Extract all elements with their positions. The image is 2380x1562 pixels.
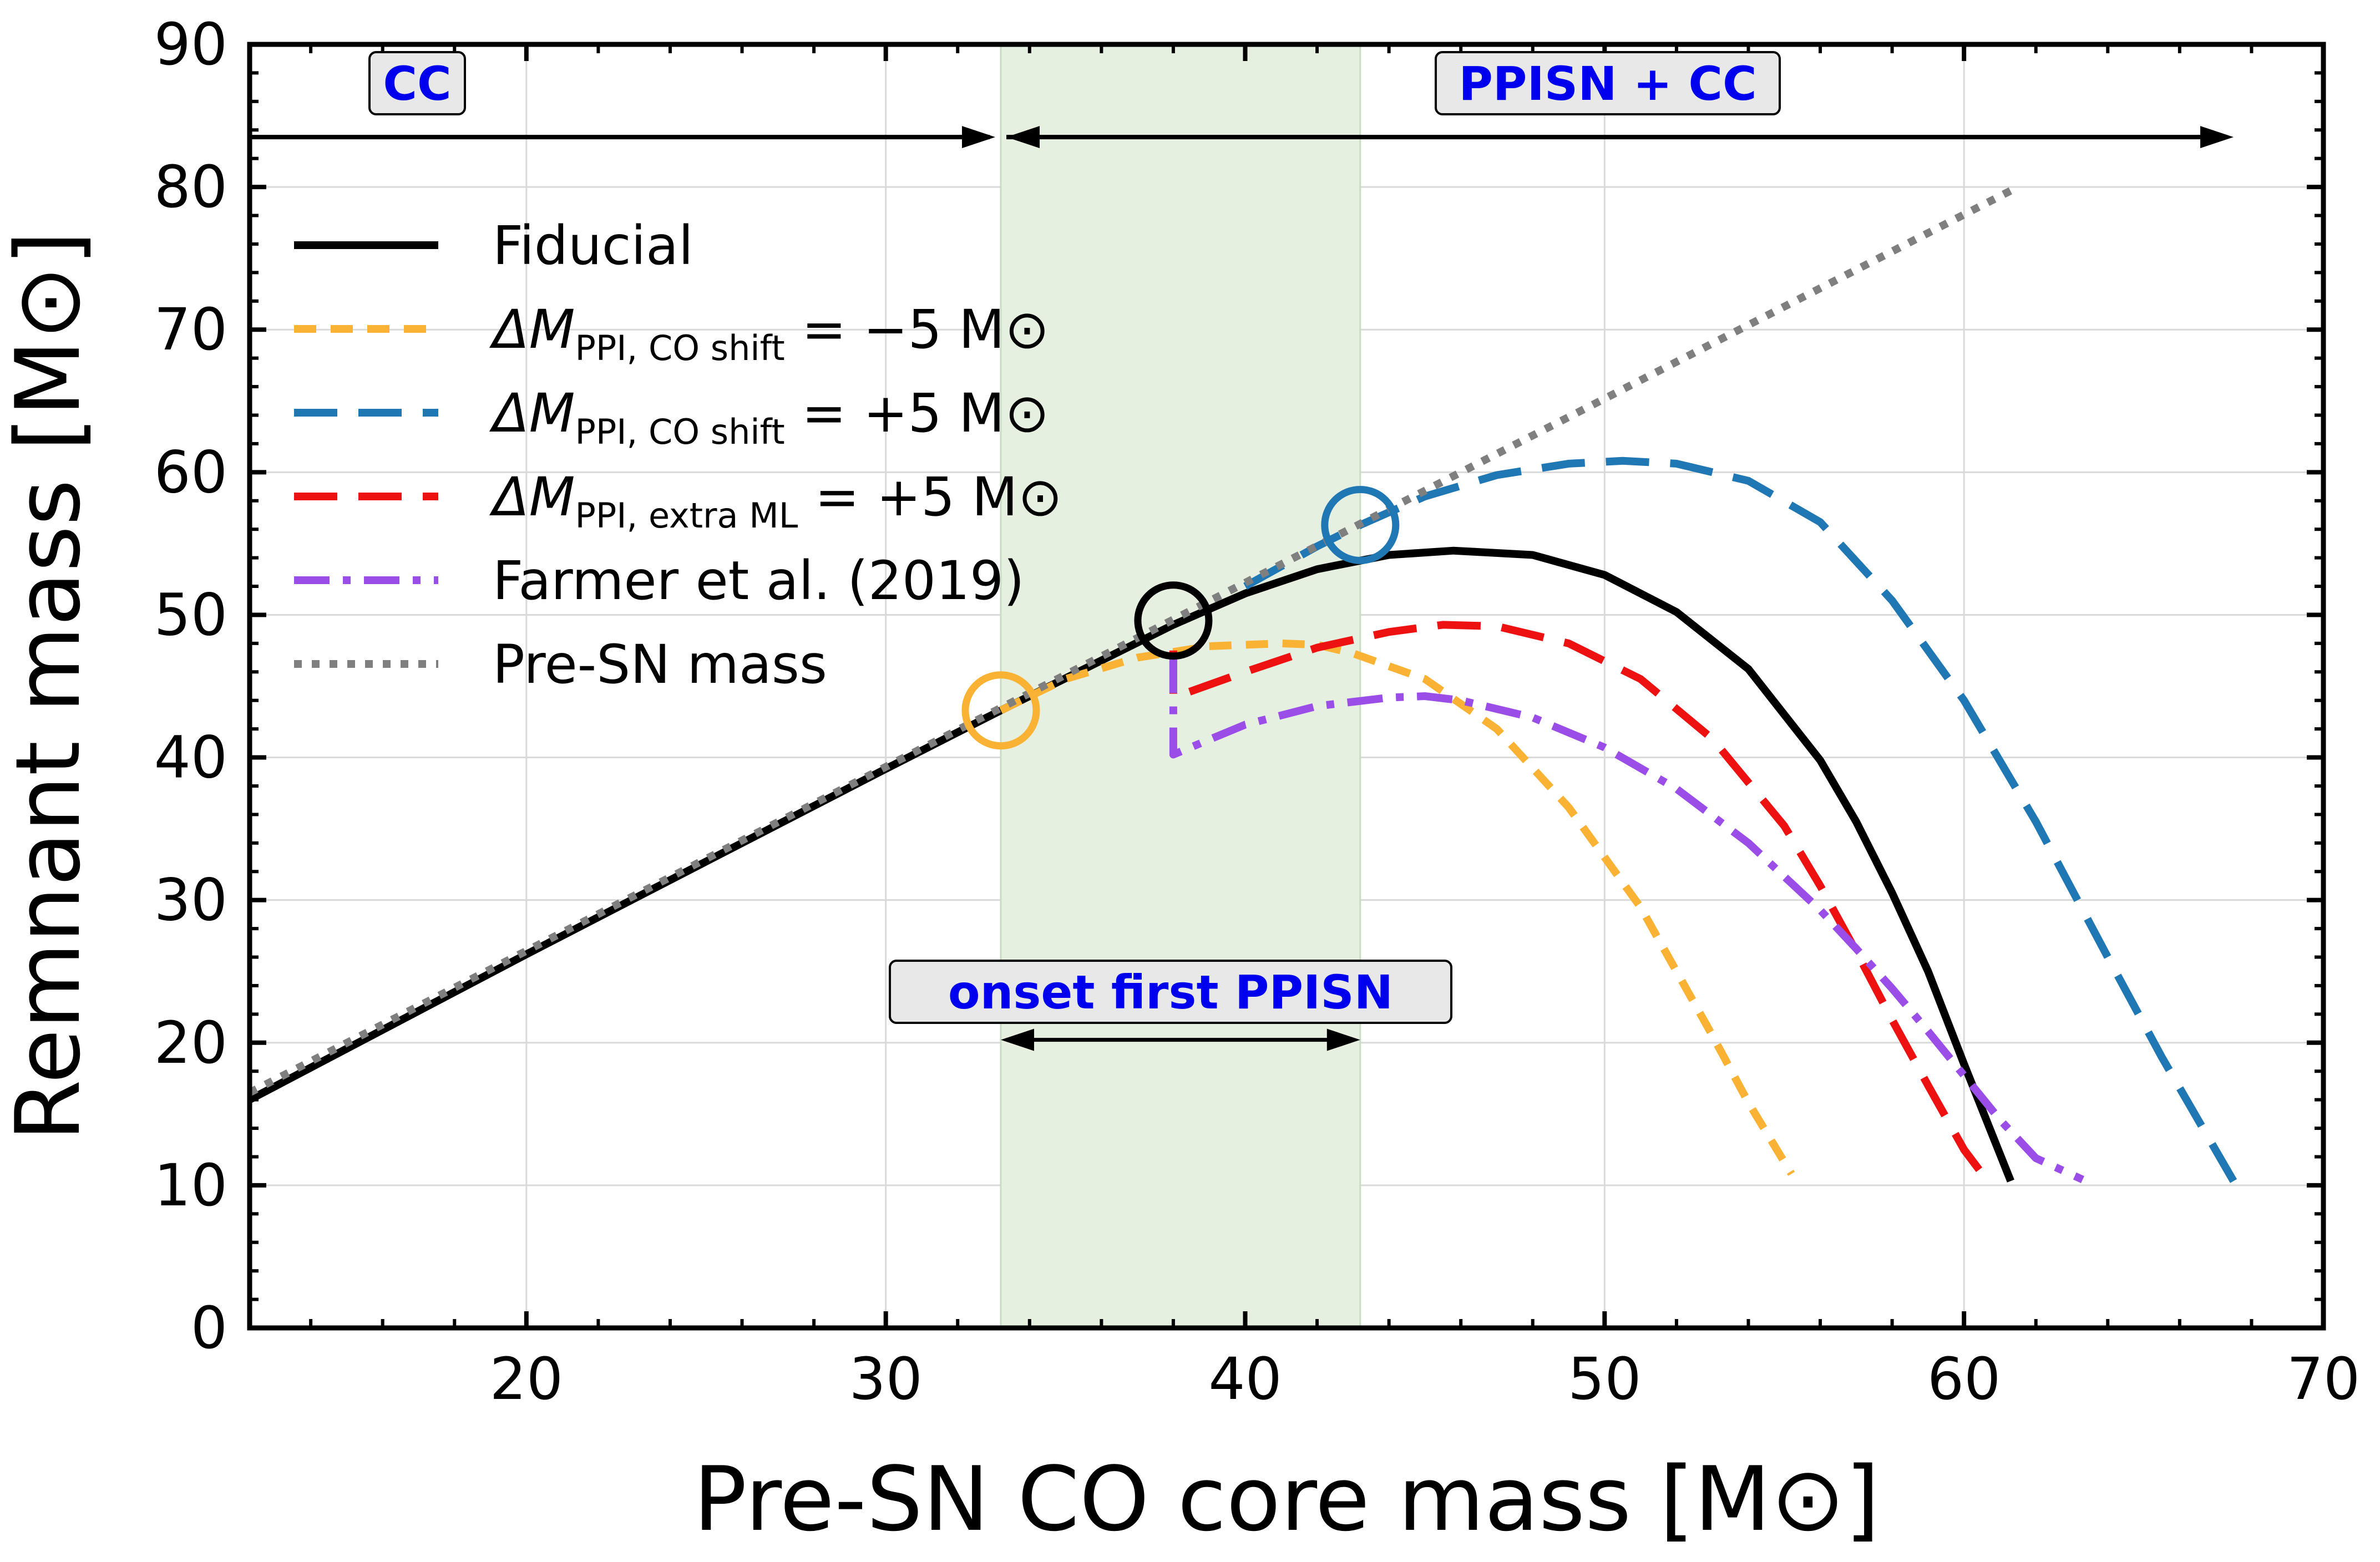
series-line-0 [247,546,2014,1183]
ppisn-arrow-head-left [1006,126,1040,149]
x-tick-label: 30 [849,1345,922,1413]
legend-label-5: Pre-SN mass [493,633,827,696]
x-tick-label: 40 [1208,1345,1282,1413]
onset-label: onset first PPISN [948,965,1393,1020]
series-line-1 [999,639,1795,1176]
plot-frame [247,42,2326,1331]
y-tick-label: 20 [154,1009,227,1077]
series-line-3 [1169,621,1989,1181]
y-tick-label: 90 [154,11,227,78]
y-tick-label: 50 [154,581,227,648]
threshold-marker-2 [1321,485,1400,564]
onset-region [1000,43,1361,1329]
y-axis-label: Remnant mass [M⊙] [0,231,100,1141]
legend-label-1: ΔMPPI, CO shift = −5 M⊙ [489,298,1049,368]
cc-label: CC [383,57,451,111]
series-line-5 [247,183,2020,1097]
legend-label-2: ΔMPPI, CO shift = +5 M⊙ [489,382,1049,452]
x-axis-label: Pre-SN CO core mass [M⊙] [693,1447,1880,1551]
threshold-marker-1 [1134,581,1213,660]
onset-arrow-head-right [1326,1028,1360,1051]
legend-label-0: Fiducial [493,215,693,277]
ticks: 20 30 40 50 60 70 0 10 20 30 40 50 60 70 80 90 [154,11,2361,1413]
onset-label-box [889,960,1452,1024]
x-tick-label: 60 [1927,1345,2001,1413]
y-tick-label: 60 [154,438,227,506]
cc-label-box [368,51,466,115]
x-tick-label: 70 [2287,1345,2360,1413]
y-tick-label: 10 [154,1152,227,1219]
y-tick-label: 80 [154,153,227,221]
regions [1000,43,1361,1329]
annotations: CC PPISN + CC onset first PPISN [250,51,2234,1051]
y-tick-label: 40 [154,724,227,792]
ppisn-label-box [1435,51,1781,115]
legend: Fiducial ΔMPPI, CO shift = −5 M⊙ ΔMPPI, CO… [294,215,1062,696]
ppisn-label: PPISN + CC [1459,57,1756,111]
x-tick-label: 50 [1568,1345,1641,1413]
cc-arrow-head [961,126,995,149]
legend-label-3: ΔMPPI, extra ML = +5 M⊙ [489,466,1062,536]
x-tick-label: 20 [490,1345,563,1413]
y-tick-label: 30 [154,866,227,934]
ppisn-arrow-head-right [2200,126,2234,149]
y-tick-label: 70 [154,296,227,363]
y-tick-label: 0 [191,1294,227,1362]
markers [961,485,1400,750]
legend-label-4: Farmer et al. (2019) [493,550,1025,612]
onset-arrow-head-left [1000,1028,1034,1051]
axes-frame [247,42,2326,1331]
threshold-marker-0 [961,671,1040,750]
series-line-2 [1243,457,2237,1183]
